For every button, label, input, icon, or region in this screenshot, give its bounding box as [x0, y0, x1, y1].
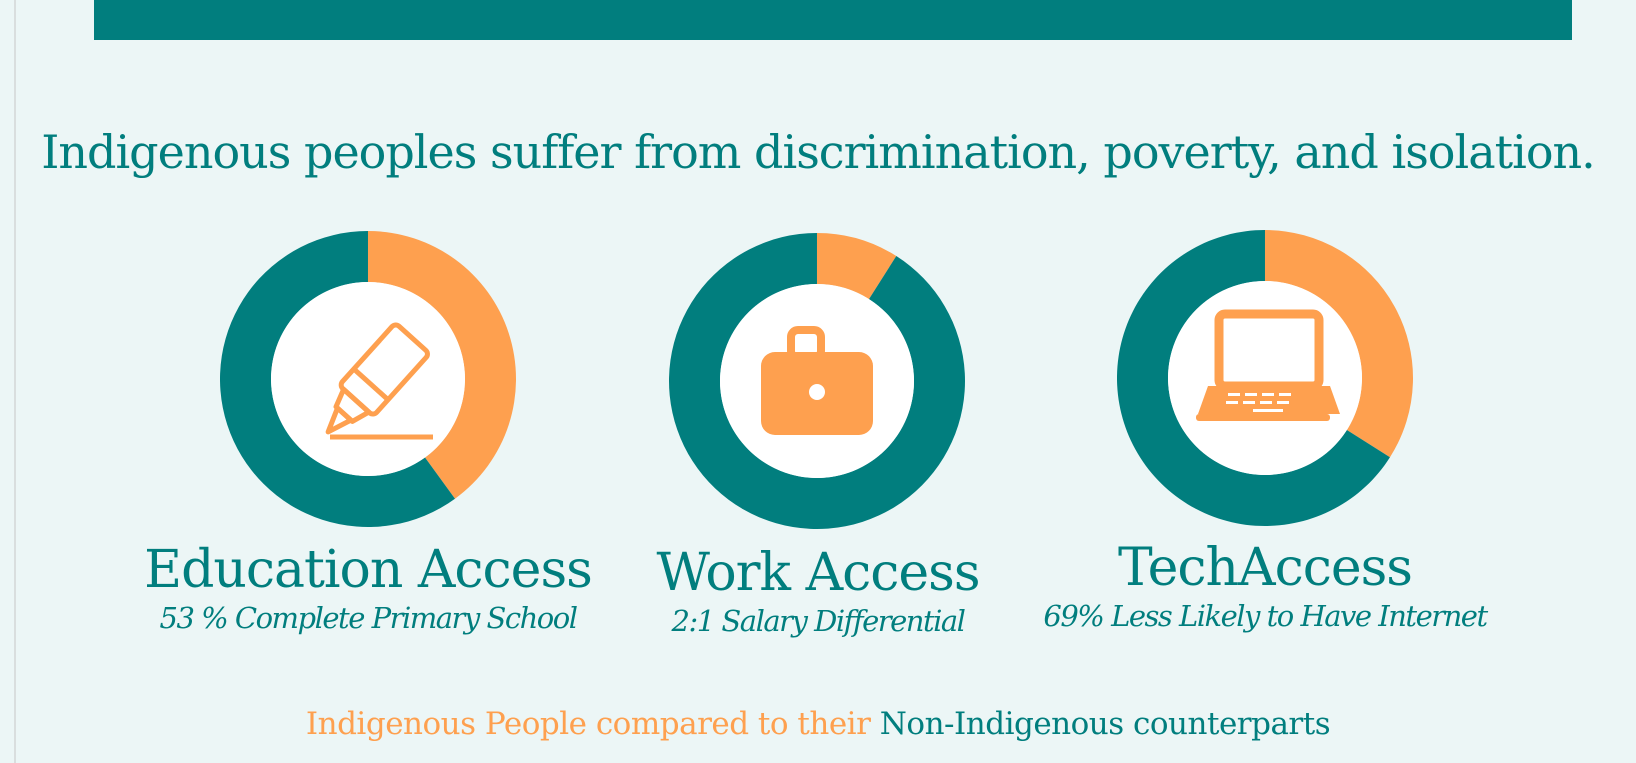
highlighter-icon: [325, 322, 433, 440]
education-access-subtitle: 53 % Complete Primary School: [159, 601, 578, 635]
non-indigenous-slice: [1117, 230, 1390, 526]
legend-non-indigenous: Non-Indigenous counterparts: [879, 706, 1331, 742]
briefcase-icon: [761, 326, 873, 435]
tech-access-stat: TechAccess 69% Less Likely to Have Inter…: [1025, 538, 1505, 634]
indigenous-slice: [1265, 230, 1413, 458]
indigenous-slice: [368, 231, 516, 499]
laptop-icon: [1196, 309, 1340, 421]
work-access-subtitle: 2:1 Salary Differential: [671, 604, 966, 638]
legend: Indigenous People compared to their Non-…: [0, 704, 1636, 744]
non-indigenous-slice: [669, 233, 965, 529]
legend-indigenous: Indigenous People compared to their: [305, 706, 871, 742]
work-access-stat: Work Access 2:1 Salary Differential: [578, 543, 1058, 639]
headline: Indigenous peoples suffer from discrimin…: [41, 125, 1596, 179]
tech-access-title: TechAccess: [1118, 538, 1413, 598]
work-access-title: Work Access: [656, 543, 980, 603]
page-left-rule: [14, 0, 16, 763]
donut-chart-2: [1117, 230, 1413, 526]
tech-access-subtitle: 69% Less Likely to Have Internet: [1043, 599, 1488, 633]
indigenous-slice: [817, 233, 897, 300]
education-access-title: Education Access: [144, 540, 593, 600]
top-header-band: [94, 0, 1572, 40]
non-indigenous-slice: [220, 231, 455, 527]
education-access-stat: Education Access 53 % Complete Primary S…: [128, 540, 608, 636]
